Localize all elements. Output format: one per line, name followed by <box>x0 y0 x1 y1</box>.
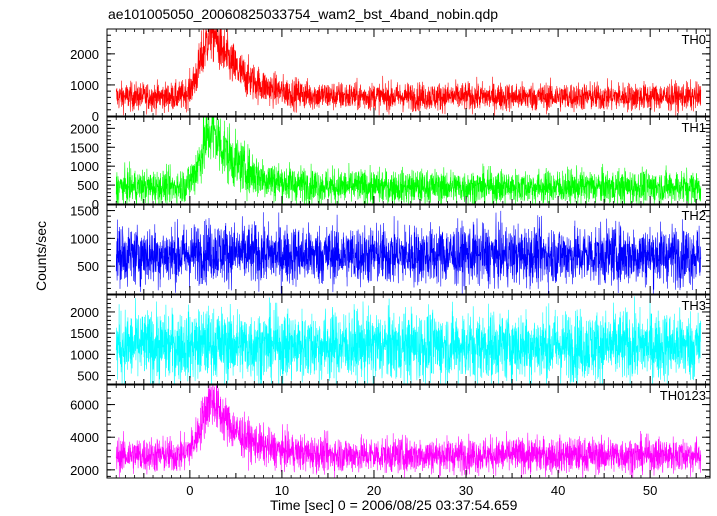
panel-label: TH0 <box>681 32 706 47</box>
x-tick-label: 50 <box>643 483 657 498</box>
panel-th0123: TH0123 2000 4000 6000 <box>70 384 711 479</box>
y-tick-label: 500 <box>77 369 99 384</box>
y-tick-label: 500 <box>77 178 99 193</box>
y-tick-label: 2000 <box>70 47 99 62</box>
series-th2-line <box>115 210 702 294</box>
y-axis-label: Counts/sec <box>33 221 49 291</box>
x-axis-label: Time [sec] 0 = 2006/08/25 03:37:54.659 <box>270 497 518 513</box>
x-tick-label: 30 <box>459 483 473 498</box>
x-tick-label: 40 <box>551 483 565 498</box>
panel-frame <box>106 116 711 205</box>
x-tick-label: 0 <box>186 483 193 498</box>
y-tick-label: 1500 <box>70 326 99 341</box>
y-tick-label: 6000 <box>70 398 99 413</box>
x-tick-label: 20 <box>367 483 381 498</box>
panel-frame <box>106 384 711 479</box>
series-th0123-line <box>115 385 702 478</box>
y-tick-label: 1500 <box>70 140 99 155</box>
panel-label: TH2 <box>681 208 706 223</box>
y-tick-label: 0 <box>92 109 99 124</box>
y-tick-label: 4000 <box>70 430 99 445</box>
y-tick-label: 500 <box>77 259 99 274</box>
panel-label: TH3 <box>681 298 706 313</box>
y-tick-label: 1000 <box>70 159 99 174</box>
y-tick-label: 1000 <box>70 78 99 93</box>
series-th3-line <box>115 296 702 384</box>
panel-th1: TH1 0 500 1000 1500 2000 <box>70 116 711 212</box>
y-tick-label: 2000 <box>70 463 99 478</box>
series-th1-line <box>115 117 702 204</box>
chart-title: ae101005050_20060825033754_wam2_bst_4ban… <box>108 6 498 22</box>
y-tick-label: 1500 <box>70 204 99 219</box>
y-tick-label: 1000 <box>70 231 99 246</box>
series-th0-line <box>115 29 702 116</box>
panel-frame <box>106 294 711 385</box>
y-tick-label: 2000 <box>70 305 99 320</box>
y-tick-label: 2000 <box>70 121 99 136</box>
panel-label: TH0123 <box>660 388 706 403</box>
x-tick-label: 10 <box>275 483 289 498</box>
y-tick-label: 0 <box>92 197 99 212</box>
panel-th3: TH3 500 1000 1500 2000 <box>70 294 711 385</box>
y-tick-label: 1000 <box>70 347 99 362</box>
panel-label: TH1 <box>681 120 706 135</box>
panel-th0: TH0 0 1000 2000 <box>70 28 711 124</box>
panel-th2: TH2 500 1000 1500 <box>70 204 711 295</box>
